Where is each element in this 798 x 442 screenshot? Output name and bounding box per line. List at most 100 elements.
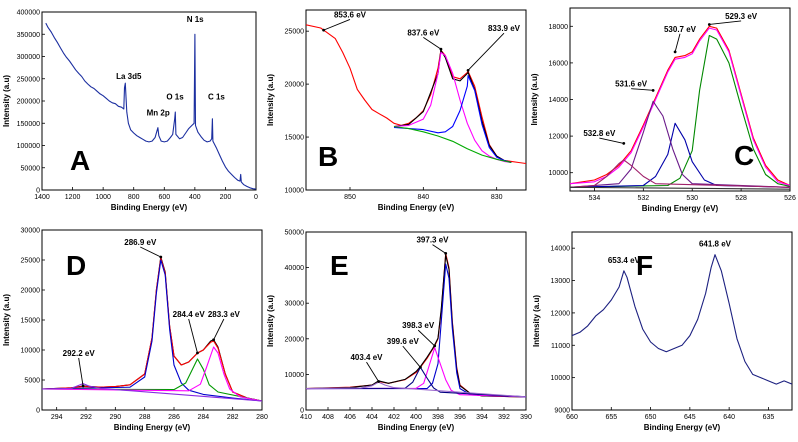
annotation-arrowhead — [466, 68, 470, 72]
y-tick-label: 25000 — [21, 258, 41, 265]
x-tick-label: 290 — [109, 414, 121, 421]
annotation-arrowhead — [377, 380, 380, 383]
annotation-arrowhead — [322, 28, 325, 32]
series-line — [42, 346, 262, 402]
y-tick-label: 100000 — [17, 143, 40, 150]
x-tick-label: 398 — [432, 414, 444, 421]
x-axis-label: Binding Energy (eV) — [378, 423, 455, 432]
annotation-label: 833.9 eV — [488, 24, 521, 33]
y-tick-label: 10000 — [285, 188, 305, 195]
annotation-arrowhead — [622, 142, 626, 145]
y-tick-label: 150000 — [17, 121, 40, 128]
series-line — [570, 34, 790, 188]
series-line — [42, 358, 262, 402]
x-tick-label: 840 — [417, 194, 429, 201]
panel-c: 534 532 530 528 526 10000 12000 14000 16000 18000… — [530, 7, 796, 213]
x-tick-label: 288 — [139, 414, 151, 421]
x-tick-label: 410 — [300, 414, 312, 421]
y-axis-label: Intensity (a.u) — [266, 295, 275, 347]
x-tick-label: 800 — [128, 194, 140, 201]
series-line — [42, 257, 262, 402]
y-tick-label: 10000 — [549, 170, 569, 177]
x-tick-label: 392 — [498, 414, 510, 421]
x-tick-label: 400 — [189, 194, 201, 201]
panel-letter: D — [66, 250, 86, 281]
y-tick-label: 12000 — [551, 310, 571, 317]
x-tick-label: 404 — [366, 414, 378, 421]
x-tick-label: 286 — [168, 414, 180, 421]
panel-e: 410 408 406 404 402 400 398 396 394 392 390 0 10000 2… — [266, 230, 532, 433]
series-line — [570, 27, 790, 187]
x-tick-label: 396 — [454, 414, 466, 421]
y-tick-label: 13000 — [551, 278, 571, 285]
annotation-label: 837.6 eV — [407, 28, 440, 37]
y-tick-label: 350000 — [17, 32, 40, 39]
series-line — [393, 75, 512, 164]
annotation-arrowhead — [433, 344, 437, 348]
annotation-label: 286.9 eV — [124, 238, 157, 247]
x-tick-label: 394 — [476, 414, 488, 421]
y-tick-label: 15000 — [285, 135, 305, 142]
x-axis-label: Binding Energy (eV) — [111, 203, 188, 212]
x-tick-label: 534 — [589, 195, 601, 202]
x-axis-label: Binding Energy (eV) — [114, 423, 191, 432]
x-tick-label: 645 — [684, 414, 696, 421]
series-group — [306, 24, 526, 165]
series-line — [570, 100, 790, 188]
series-line — [45, 22, 256, 190]
y-tick-label: 200000 — [17, 99, 40, 106]
panel-d: 294 292 290 288 286 284 282 280 0 5000 10000 15000 2… — [2, 228, 268, 433]
x-tick-label: 850 — [344, 194, 356, 201]
y-tick-label: 14000 — [551, 246, 571, 253]
annotation-label: N 1s — [187, 15, 204, 24]
y-tick-label: 0 — [36, 188, 40, 195]
y-tick-label: 0 — [36, 408, 40, 415]
y-tick-label: 25000 — [285, 29, 305, 36]
y-tick-label: 50000 — [285, 230, 305, 237]
y-axis-label: Intensity (a.u) — [266, 74, 275, 126]
y-tick-label: 16000 — [549, 60, 569, 67]
annotation-arrowhead — [673, 50, 677, 54]
x-axis-label: Binding Energy (eV) — [642, 204, 719, 213]
y-axis-label: Intensity (a.u) — [530, 73, 539, 125]
y-tick-label: 12000 — [549, 134, 569, 141]
y-tick-label: 50000 — [21, 165, 41, 172]
series-line — [393, 125, 512, 164]
annotation-label: C 1s — [208, 93, 225, 102]
annotation-arrow — [366, 361, 379, 382]
annotation-arrow — [402, 345, 421, 368]
annotation-label: 398.3 eV — [402, 321, 435, 330]
annotation-arrow — [631, 88, 654, 91]
annotation-arrowhead — [159, 255, 163, 259]
y-tick-label: 0 — [300, 408, 304, 415]
y-tick-label: 400000 — [17, 10, 40, 17]
annotation-arrowhead — [81, 384, 85, 388]
y-tick-label: 250000 — [17, 76, 40, 83]
x-tick-label: 660 — [566, 414, 578, 421]
y-tick-label: 15000 — [21, 318, 41, 325]
annotation-label: 529.3 eV — [725, 12, 758, 21]
y-tick-label: 30000 — [21, 228, 41, 235]
y-axis-label: Intensity (a.u) — [2, 75, 11, 127]
panel-letter: B — [318, 141, 338, 172]
y-tick-label: 18000 — [549, 24, 569, 31]
plot-frame — [305, 9, 527, 191]
annotation-arrowhead — [196, 351, 199, 355]
series-line — [570, 186, 790, 190]
annotation-arrowhead — [707, 23, 711, 26]
panel-f: 660 655 650 645 640 635 9000 10000 11000 12000 130… — [532, 231, 793, 432]
y-tick-label: 300000 — [17, 54, 40, 61]
x-tick-label: 1000 — [95, 194, 111, 201]
annotation-label: 653.4 eV — [608, 256, 641, 265]
series-line — [306, 366, 526, 398]
annotation-label: 531.6 eV — [615, 80, 648, 89]
annotation-label: 530.7 eV — [664, 25, 697, 34]
annotation-label: 284.4 eV — [173, 310, 206, 319]
y-tick-label: 11000 — [551, 343, 570, 350]
series-group — [572, 254, 792, 385]
annotation-label: 397.3 eV — [416, 236, 449, 245]
annotation-arrow — [213, 318, 225, 340]
x-tick-label: 280 — [256, 414, 268, 421]
series-line — [570, 122, 790, 188]
